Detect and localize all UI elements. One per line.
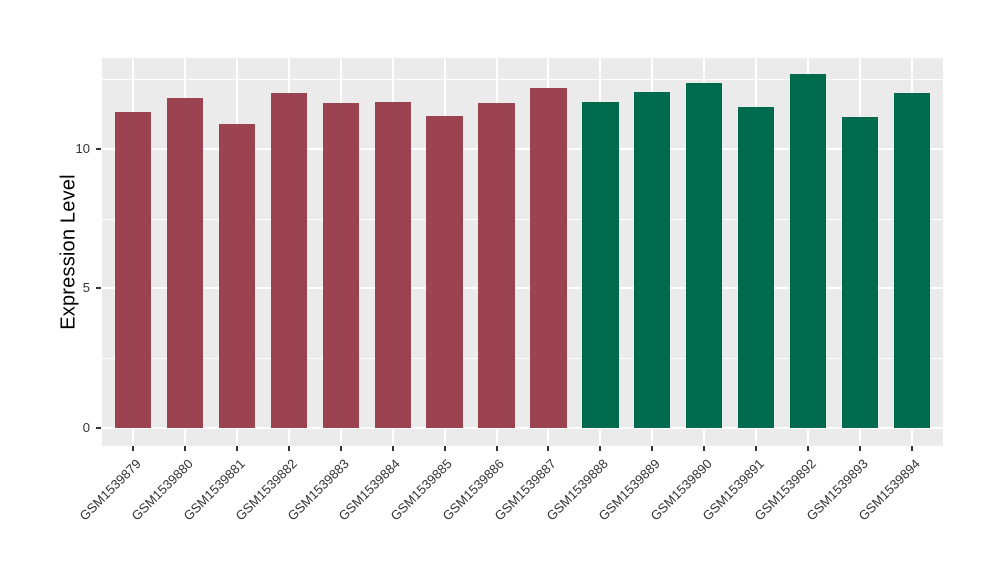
bar-GSM1539882 — [270, 92, 308, 428]
bar-GSM1539884 — [374, 102, 411, 428]
bar-GSM1539887 — [530, 88, 567, 428]
y-tick-mark — [96, 426, 101, 429]
y-tick-mark — [96, 147, 101, 150]
x-tick-mark — [755, 446, 758, 451]
x-tick-mark — [910, 446, 913, 451]
y-tick-label: 10 — [75, 140, 90, 156]
x-tick-mark — [443, 446, 446, 451]
bar-GSM1539891 — [737, 106, 775, 428]
bar-GSM1539885 — [426, 116, 463, 428]
bar-GSM1539886 — [478, 102, 515, 428]
minor-gridline — [102, 358, 943, 360]
y-tick-label: 0 — [82, 419, 90, 435]
x-tick-mark — [807, 446, 810, 451]
major-gridline — [102, 426, 943, 429]
x-tick-mark — [184, 446, 187, 451]
minor-gridline — [102, 79, 943, 81]
bar-GSM1539879 — [114, 112, 152, 428]
y-tick-label: 5 — [82, 280, 90, 296]
x-tick-mark — [495, 446, 498, 451]
minor-gridline — [102, 218, 943, 220]
x-axis: GSM1539879 GSM1539880 GSM1539881 GSM1539882… — [76, 446, 943, 580]
bar-GSM1539888 — [582, 101, 619, 428]
major-gridline — [102, 287, 943, 290]
x-tick-mark — [599, 446, 602, 451]
bar-GSM1539883 — [322, 103, 359, 428]
bar-GSM1539880 — [166, 98, 204, 428]
major-gridline — [102, 147, 943, 150]
x-tick-mark — [703, 446, 706, 451]
y-axis: 0 5 10 — [0, 58, 102, 446]
bar-GSM1539894 — [893, 93, 930, 428]
x-tick-mark — [391, 446, 394, 451]
x-tick-mark — [858, 446, 861, 451]
bar-GSM1539893 — [841, 117, 879, 428]
x-tick-mark — [235, 446, 238, 451]
bar-GSM1539890 — [686, 83, 723, 428]
bar-GSM1539881 — [218, 124, 256, 428]
plot-panel — [102, 58, 943, 446]
x-tick-mark — [287, 446, 290, 451]
y-tick-mark — [96, 287, 101, 290]
bar-GSM1539889 — [634, 92, 671, 428]
x-tick-mark — [651, 446, 654, 451]
x-tick-mark — [339, 446, 342, 451]
x-tick-mark — [132, 446, 135, 451]
bar-GSM1539892 — [789, 74, 827, 428]
x-tick-mark — [547, 446, 550, 451]
